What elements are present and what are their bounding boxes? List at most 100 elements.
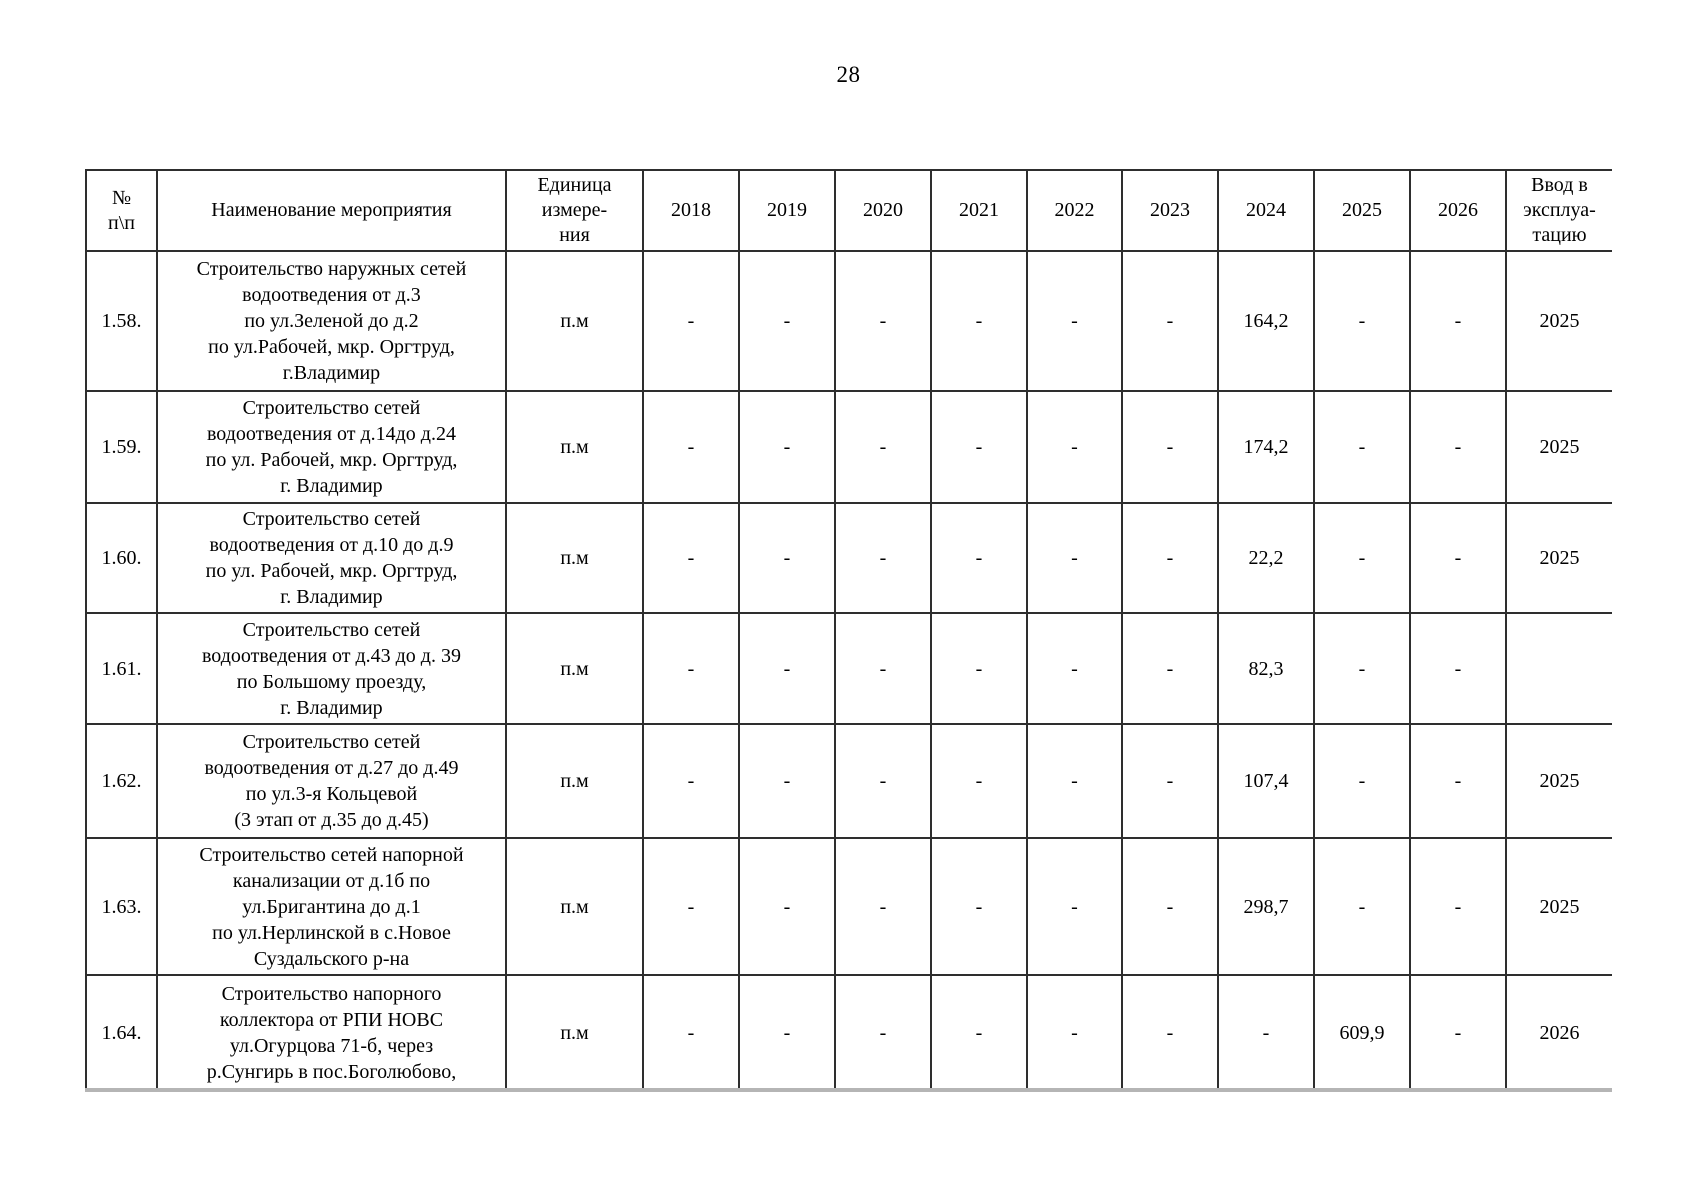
row-number-cell: 1.62.	[85, 723, 158, 839]
value-cell-2022: -	[1026, 723, 1123, 839]
value-cell-2024: 82,3	[1217, 612, 1315, 725]
value-cell-2020: -	[834, 250, 932, 392]
value-cell-2022: -	[1026, 612, 1123, 725]
value-cell-2026: -	[1409, 612, 1507, 725]
value-cell-2022: -	[1026, 974, 1123, 1088]
header-commissioning: Ввод в эксплуа- тацию	[1505, 169, 1612, 252]
header-row: № п\п Наименование мероприятия Единица и…	[85, 169, 1612, 252]
value-cell-2024: 107,4	[1217, 723, 1315, 839]
header-row-number: № п\п	[85, 169, 158, 252]
value-cell-2025: -	[1313, 612, 1411, 725]
value-cell-2023: -	[1121, 502, 1219, 614]
table-row: 1.63. Строительство сетей напорной канал…	[85, 837, 1612, 976]
commissioning-cell: 2025	[1505, 723, 1612, 839]
unit-cell: п.м	[505, 250, 644, 392]
header-unit: Единица измере- ния	[505, 169, 644, 252]
value-cell-2019: -	[738, 837, 836, 976]
header-year-2022: 2022	[1026, 169, 1123, 252]
value-cell-2025: -	[1313, 723, 1411, 839]
commissioning-cell: 2025	[1505, 502, 1612, 614]
value-cell-2020: -	[834, 390, 932, 504]
value-cell-2018: -	[642, 723, 740, 839]
value-cell-2025: -	[1313, 250, 1411, 392]
value-cell-2018: -	[642, 837, 740, 976]
value-cell-2018: -	[642, 974, 740, 1088]
activity-name-cell: Строительство сетей напорной канализации…	[156, 837, 507, 976]
value-cell-2026: -	[1409, 502, 1507, 614]
value-cell-2026: -	[1409, 390, 1507, 504]
value-cell-2020: -	[834, 612, 932, 725]
value-cell-2026: -	[1409, 837, 1507, 976]
value-cell-2023: -	[1121, 390, 1219, 504]
commissioning-cell: 2025	[1505, 250, 1612, 392]
unit-cell: п.м	[505, 612, 644, 725]
activity-name-cell: Строительство сетей водоотведения от д.4…	[156, 612, 507, 725]
value-cell-2019: -	[738, 250, 836, 392]
row-number-cell: 1.64.	[85, 974, 158, 1088]
value-cell-2019: -	[738, 974, 836, 1088]
header-year-2021: 2021	[930, 169, 1028, 252]
value-cell-2020: -	[834, 837, 932, 976]
value-cell-2021: -	[930, 837, 1028, 976]
table-body: 1.58. Строительство наружных сетей водоо…	[85, 250, 1612, 1088]
value-cell-2023: -	[1121, 974, 1219, 1088]
unit-cell: п.м	[505, 837, 644, 976]
page-number: 28	[836, 62, 861, 87]
value-cell-2021: -	[930, 612, 1028, 725]
row-number-cell: 1.61.	[85, 612, 158, 725]
table-row: 1.62. Строительство сетей водоотведения …	[85, 723, 1612, 839]
value-cell-2023: -	[1121, 612, 1219, 725]
value-cell-2025: 609,9	[1313, 974, 1411, 1088]
table-row: 1.60. Строительство сетей водоотведения …	[85, 502, 1612, 614]
value-cell-2025: -	[1313, 837, 1411, 976]
unit-cell: п.м	[505, 502, 644, 614]
value-cell-2021: -	[930, 390, 1028, 504]
commissioning-cell: 2026	[1505, 974, 1612, 1088]
value-cell-2019: -	[738, 723, 836, 839]
row-number-cell: 1.60.	[85, 502, 158, 614]
header-year-2026: 2026	[1409, 169, 1507, 252]
header-year-2018: 2018	[642, 169, 740, 252]
row-number-cell: 1.63.	[85, 837, 158, 976]
activity-name-cell: Строительство напорного коллектора от РП…	[156, 974, 507, 1088]
header-activity-name: Наименование мероприятия	[156, 169, 507, 252]
unit-cell: п.м	[505, 974, 644, 1088]
value-cell-2026: -	[1409, 974, 1507, 1088]
row-number-cell: 1.58.	[85, 250, 158, 392]
value-cell-2022: -	[1026, 502, 1123, 614]
value-cell-2021: -	[930, 502, 1028, 614]
commissioning-cell: 2025	[1505, 837, 1612, 976]
value-cell-2024: 298,7	[1217, 837, 1315, 976]
activity-name-cell: Строительство наружных сетей водоотведен…	[156, 250, 507, 392]
value-cell-2021: -	[930, 723, 1028, 839]
value-cell-2023: -	[1121, 250, 1219, 392]
table-header: № п\п Наименование мероприятия Единица и…	[85, 169, 1612, 252]
activity-name-cell: Строительство сетей водоотведения от д.1…	[156, 502, 507, 614]
commissioning-cell: 2025	[1505, 390, 1612, 504]
value-cell-2026: -	[1409, 723, 1507, 839]
activity-name-cell: Строительство сетей водоотведения от д.2…	[156, 723, 507, 839]
value-cell-2025: -	[1313, 502, 1411, 614]
value-cell-2019: -	[738, 502, 836, 614]
value-cell-2020: -	[834, 723, 932, 839]
value-cell-2018: -	[642, 612, 740, 725]
activity-name-cell: Строительство сетей водоотведения от д.1…	[156, 390, 507, 504]
table-row: 1.64. Строительство напорного коллектора…	[85, 974, 1612, 1088]
value-cell-2024: -	[1217, 974, 1315, 1088]
schedule-table: № п\п Наименование мероприятия Единица и…	[85, 169, 1612, 1088]
value-cell-2019: -	[738, 612, 836, 725]
header-year-2023: 2023	[1121, 169, 1219, 252]
value-cell-2022: -	[1026, 837, 1123, 976]
schedule-table-wrapper: № п\п Наименование мероприятия Единица и…	[85, 169, 1612, 1092]
unit-cell: п.м	[505, 390, 644, 504]
value-cell-2022: -	[1026, 250, 1123, 392]
value-cell-2026: -	[1409, 250, 1507, 392]
commissioning-cell	[1505, 612, 1612, 725]
value-cell-2018: -	[642, 390, 740, 504]
value-cell-2018: -	[642, 502, 740, 614]
value-cell-2021: -	[930, 974, 1028, 1088]
value-cell-2023: -	[1121, 837, 1219, 976]
header-year-2020: 2020	[834, 169, 932, 252]
row-number-cell: 1.59.	[85, 390, 158, 504]
